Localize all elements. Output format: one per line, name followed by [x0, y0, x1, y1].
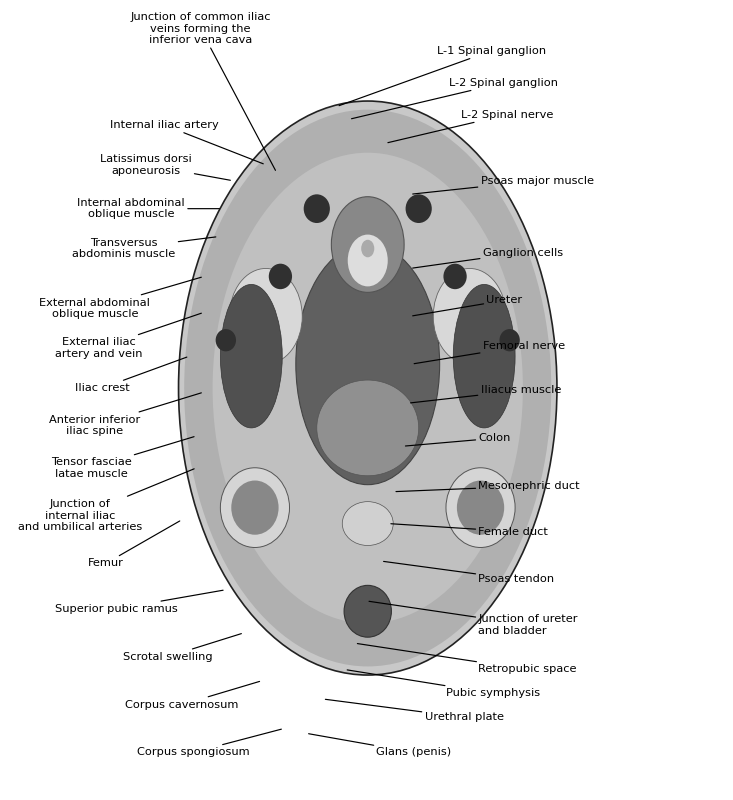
Ellipse shape	[303, 194, 330, 223]
Text: External abdominal
oblique muscle: External abdominal oblique muscle	[40, 278, 202, 319]
Text: L-2 Spinal nerve: L-2 Spinal nerve	[388, 110, 553, 142]
Ellipse shape	[216, 329, 236, 351]
Ellipse shape	[269, 264, 292, 289]
Text: Colon: Colon	[405, 434, 511, 446]
Ellipse shape	[347, 234, 388, 286]
Text: L-2 Spinal ganglion: L-2 Spinal ganglion	[352, 78, 559, 118]
Text: Junction of common iliac
veins forming the
inferior vena cava: Junction of common iliac veins forming t…	[130, 12, 276, 170]
Ellipse shape	[331, 197, 404, 292]
Text: Iliacus muscle: Iliacus muscle	[410, 386, 561, 403]
Text: Glans (penis): Glans (penis)	[309, 734, 452, 758]
Ellipse shape	[453, 285, 515, 428]
Text: External iliac
artery and vein: External iliac artery and vein	[55, 313, 202, 359]
Ellipse shape	[433, 269, 506, 364]
Text: Internal abdominal
oblique muscle: Internal abdominal oblique muscle	[78, 198, 219, 219]
Text: Psoas tendon: Psoas tendon	[383, 562, 554, 584]
Ellipse shape	[221, 285, 282, 428]
Text: Junction of
internal iliac
and umbilical arteries: Junction of internal iliac and umbilical…	[18, 469, 194, 532]
Ellipse shape	[405, 194, 432, 223]
Text: L-1 Spinal ganglion: L-1 Spinal ganglion	[339, 46, 546, 106]
Ellipse shape	[221, 468, 290, 547]
Text: Femur: Femur	[88, 521, 180, 569]
Text: Retropubic space: Retropubic space	[358, 643, 577, 674]
Text: Corpus cavernosum: Corpus cavernosum	[125, 682, 259, 710]
Text: Mesonephric duct: Mesonephric duct	[396, 481, 580, 491]
Text: Tensor fasciae
latae muscle: Tensor fasciae latae muscle	[51, 437, 194, 478]
Text: Junction of ureter
and bladder: Junction of ureter and bladder	[369, 602, 578, 636]
Ellipse shape	[443, 264, 467, 289]
Text: Psoas major muscle: Psoas major muscle	[413, 176, 594, 194]
Text: Ureter: Ureter	[413, 295, 523, 316]
Text: Urethral plate: Urethral plate	[325, 699, 504, 722]
Text: Anterior inferior
iliac spine: Anterior inferior iliac spine	[49, 393, 202, 436]
Ellipse shape	[296, 243, 440, 485]
Ellipse shape	[446, 468, 515, 547]
Text: Iliac crest: Iliac crest	[75, 357, 187, 393]
Ellipse shape	[184, 110, 551, 666]
Text: Female duct: Female duct	[391, 524, 548, 537]
Text: Scrotal swelling: Scrotal swelling	[123, 634, 241, 662]
Ellipse shape	[457, 481, 504, 534]
Text: Latissimus dorsi
aponeurosis: Latissimus dorsi aponeurosis	[100, 154, 230, 180]
Text: Ganglion cells: Ganglion cells	[413, 247, 563, 268]
Ellipse shape	[344, 586, 391, 637]
Text: Superior pubic ramus: Superior pubic ramus	[55, 590, 223, 614]
Text: Pubic symphysis: Pubic symphysis	[347, 670, 540, 698]
Text: Corpus spongiosum: Corpus spongiosum	[137, 729, 281, 758]
Text: Femoral nerve: Femoral nerve	[414, 341, 565, 364]
Ellipse shape	[342, 502, 393, 546]
Text: Transversus
abdominis muscle: Transversus abdominis muscle	[73, 237, 216, 259]
Ellipse shape	[361, 240, 375, 258]
Text: Internal iliac artery: Internal iliac artery	[110, 120, 263, 164]
Ellipse shape	[179, 101, 557, 675]
Ellipse shape	[213, 153, 523, 623]
Ellipse shape	[317, 380, 419, 476]
Ellipse shape	[232, 481, 279, 534]
Ellipse shape	[229, 269, 302, 364]
Ellipse shape	[499, 329, 520, 351]
